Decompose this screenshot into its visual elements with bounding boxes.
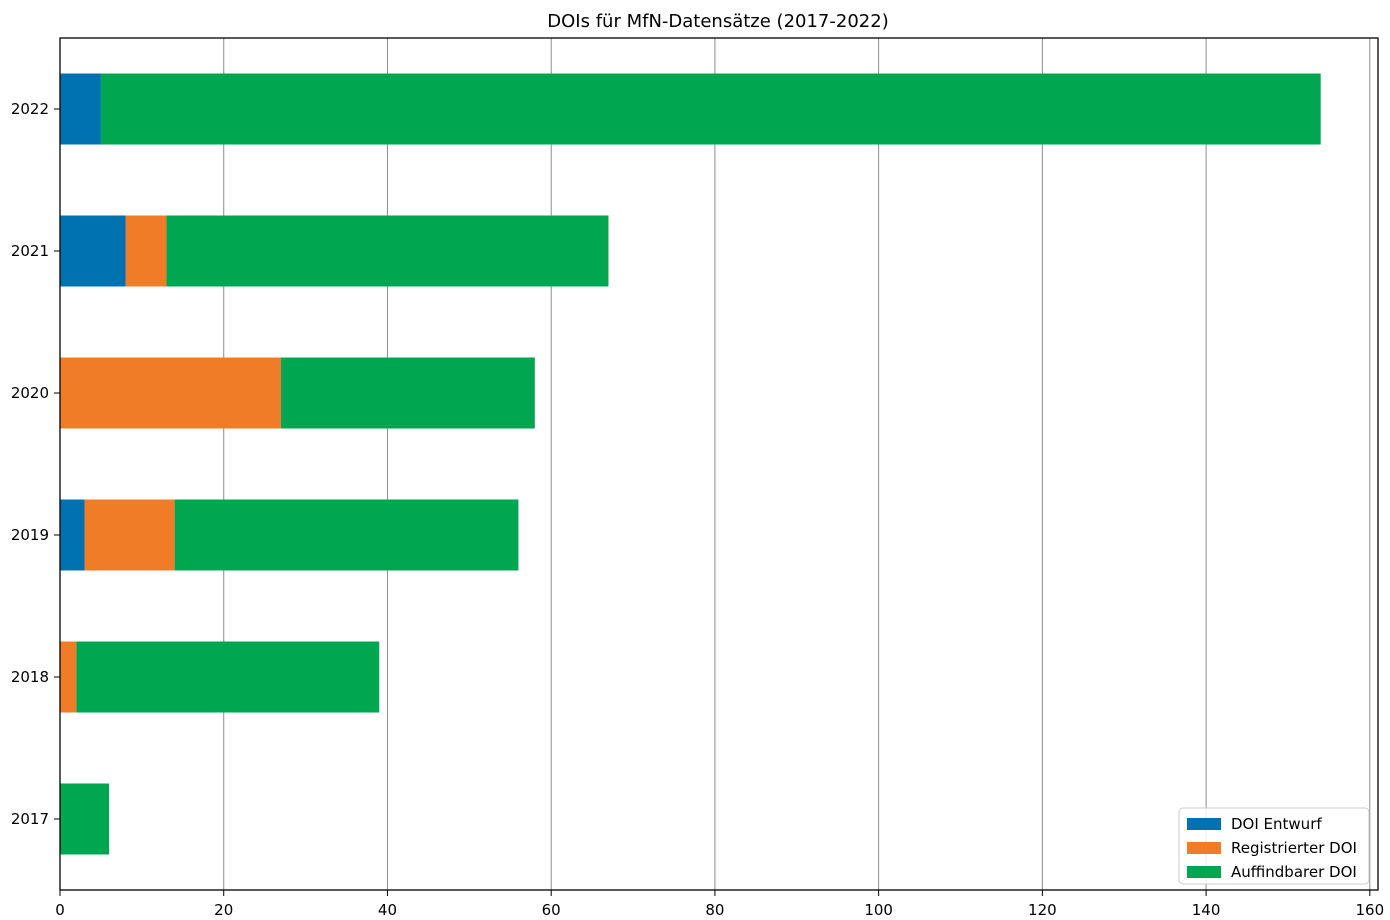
chart-title: DOIs für MfN-Datensätze (2017-2022) [547,11,888,32]
x-tick-label: 120 [1028,901,1057,919]
legend: DOI Entwurf Registrierter DOI Auffindbarer… [1178,807,1370,885]
y-tick-label: 2017 [11,810,49,828]
x-tick-label: 140 [1192,901,1221,919]
legend-swatch [1187,866,1221,878]
y-axis: 2022 2021 2020 2019 2018 2017 [11,100,60,828]
legend-label: Auffindbarer DOI [1231,863,1357,881]
x-tick-label: 80 [705,901,724,919]
bar-segment [60,215,126,287]
legend-box [1178,807,1370,885]
bar-segment [60,783,110,855]
x-tick-label: 100 [864,901,893,919]
legend-swatch [1187,818,1221,830]
x-axis: 0 20 40 60 80 100 120 140 160 [55,890,1384,919]
y-tick-label: 2022 [11,100,49,118]
bar-segment [100,73,1321,145]
x-tick-label: 60 [542,901,561,919]
bar-segment [76,641,380,713]
x-tick-label: 160 [1355,901,1384,919]
bar-segment [60,357,282,429]
y-tick-label: 2019 [11,526,49,544]
bar-segment [174,499,519,571]
bar-segment [60,73,101,145]
x-tick-label: 40 [378,901,397,919]
legend-swatch [1187,842,1221,854]
y-tick-label: 2021 [11,242,49,260]
bar-segment [60,499,85,571]
bar-segment [125,215,167,287]
bar-segment [166,215,609,287]
bar-segment [281,357,535,429]
x-tick-label: 0 [55,901,65,919]
plot-frame [59,37,1379,891]
bars [60,73,1321,855]
x-tick-label: 20 [214,901,233,919]
y-tick-label: 2020 [11,384,49,402]
bar-segment [84,499,175,571]
legend-label: DOI Entwurf [1231,815,1322,833]
y-tick-label: 2018 [11,668,49,686]
grid-lines [59,38,1371,890]
legend-label: Registrierter DOI [1231,839,1357,857]
bar-segment [60,641,77,713]
